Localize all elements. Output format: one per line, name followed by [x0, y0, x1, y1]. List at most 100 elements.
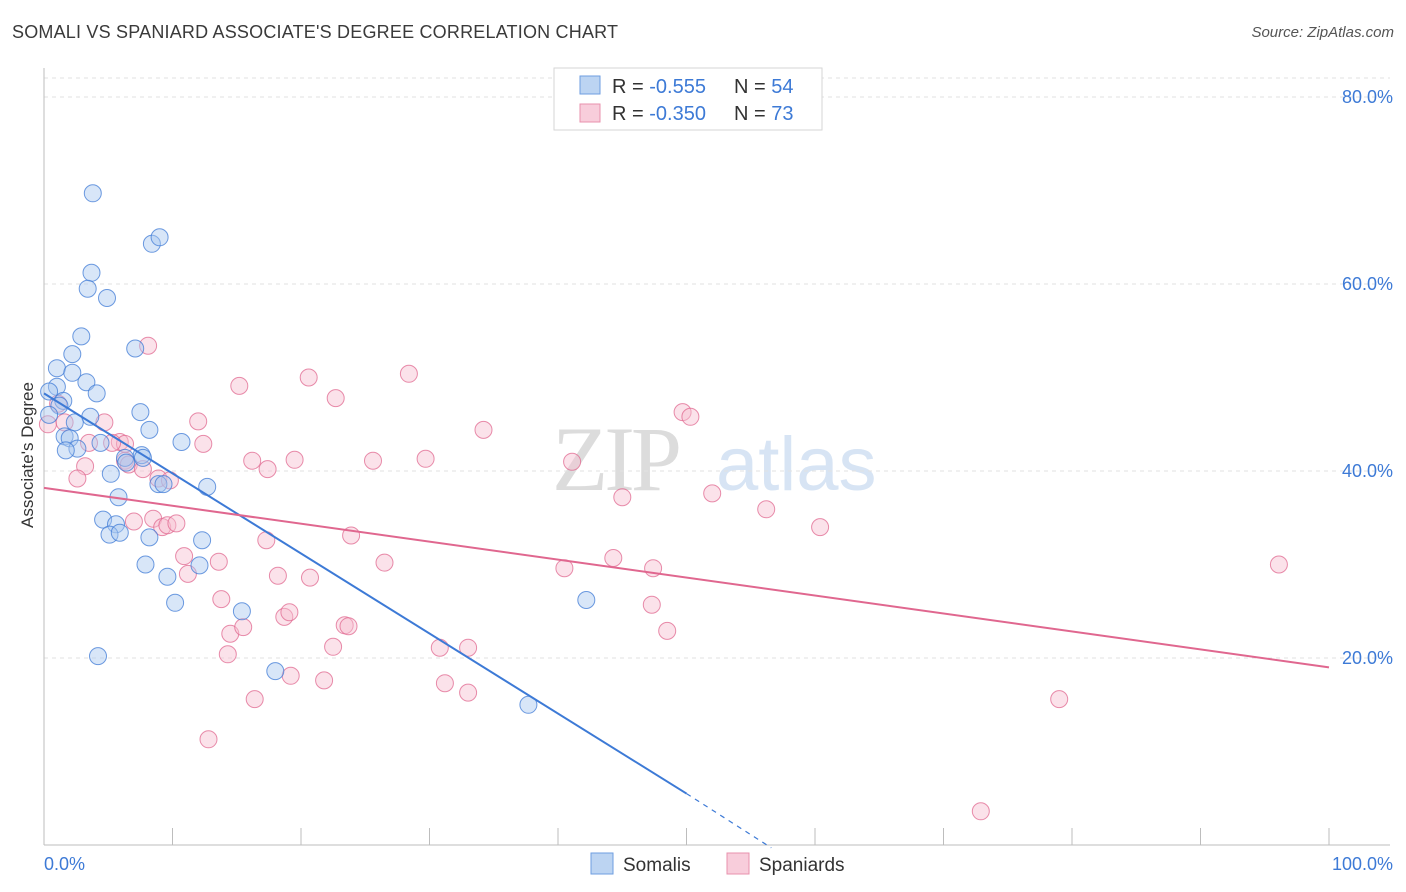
data-point	[435, 674, 454, 693]
data-point	[40, 405, 59, 424]
legend-label-spaniards[interactable]: Spaniards	[759, 855, 845, 876]
data-point	[133, 448, 152, 467]
data-point	[117, 453, 136, 472]
stats-swatch-somalis	[579, 75, 601, 95]
data-point	[40, 382, 59, 401]
legend-label-somalis[interactable]: Somalis	[623, 855, 691, 876]
data-point	[142, 234, 161, 253]
data-point	[399, 364, 418, 383]
data-point	[82, 263, 101, 282]
data-point	[1269, 555, 1288, 574]
data-point	[140, 528, 159, 547]
svg-text:N = 54: N = 54	[734, 76, 794, 98]
data-point	[172, 433, 191, 451]
data-point	[199, 730, 218, 749]
data-point	[642, 595, 661, 614]
data-point	[326, 389, 345, 408]
data-point	[459, 638, 478, 657]
stats-swatch-spaniards	[579, 103, 601, 123]
data-point	[474, 420, 493, 439]
data-point	[166, 593, 185, 612]
data-point	[299, 368, 318, 387]
data-point	[604, 549, 623, 567]
data-point	[258, 460, 277, 479]
data-point	[757, 500, 776, 519]
data-point	[268, 566, 287, 585]
data-point	[193, 531, 212, 550]
svg-text:R = -0.555: R = -0.555	[612, 76, 706, 98]
data-point	[78, 279, 97, 298]
data-point	[136, 555, 155, 574]
source-label: Source: ZipAtlas.com	[1251, 24, 1394, 41]
chart-title: SOMALI VS SPANIARD ASSOCIATE'S DEGREE CO…	[12, 22, 619, 42]
data-point	[189, 412, 208, 431]
stats-spaniards-n-label: N =	[734, 103, 771, 125]
data-point	[110, 523, 129, 542]
data-point	[281, 666, 300, 685]
data-point	[301, 568, 319, 587]
bottom-legend: Somalis Spaniards	[590, 852, 845, 876]
stats-somalis-n-value: 54	[771, 76, 793, 98]
data-point	[459, 683, 478, 702]
trend-line-spaniards	[43, 486, 1330, 669]
data-point	[243, 451, 262, 470]
y-tick-labels: 20.0% 40.0% 60.0% 80.0%	[1342, 87, 1393, 668]
gridlines	[44, 77, 1390, 659]
data-point	[98, 289, 116, 307]
data-point	[149, 475, 168, 494]
data-point	[63, 363, 82, 382]
data-point	[72, 327, 91, 346]
data-point	[60, 429, 79, 448]
stats-spaniards-r-value: -0.350	[649, 103, 706, 125]
svg-text:atlas: atlas	[716, 422, 877, 507]
data-point	[140, 420, 159, 439]
trend-lines	[43, 392, 1330, 849]
data-point	[703, 484, 722, 503]
x-axis-ticks	[43, 828, 1330, 845]
data-point	[232, 602, 251, 621]
data-point	[198, 477, 217, 496]
data-point	[194, 434, 213, 453]
data-point	[190, 556, 209, 575]
y-tick-label: 40.0%	[1342, 461, 1393, 481]
data-point	[324, 637, 343, 656]
data-point	[175, 547, 194, 566]
data-point	[212, 590, 231, 609]
watermark: ZIP atlas	[552, 408, 877, 510]
data-point	[87, 384, 106, 403]
data-point	[91, 433, 110, 452]
data-point	[230, 376, 249, 395]
stats-spaniards-n-value: 73	[771, 103, 793, 125]
trend-line-somalis	[43, 392, 688, 795]
data-point	[126, 339, 145, 358]
svg-text:ZIP: ZIP	[552, 408, 679, 510]
data-point	[1050, 690, 1069, 709]
data-point	[245, 690, 264, 709]
y-tick-label: 20.0%	[1342, 648, 1393, 668]
svg-text:R = -0.350: R = -0.350	[612, 103, 706, 125]
data-point	[101, 464, 120, 483]
data-point	[89, 647, 107, 666]
trend-line-somalis-extension	[686, 793, 772, 849]
data-point	[83, 184, 102, 203]
data-point	[811, 518, 830, 537]
data-point	[577, 591, 596, 609]
data-point	[218, 645, 237, 664]
x-tick-label-min: 0.0%	[44, 854, 85, 874]
data-point	[416, 449, 435, 468]
data-point	[47, 359, 66, 378]
data-point	[266, 662, 285, 681]
series-somalis-points	[40, 184, 596, 714]
y-tick-label: 60.0%	[1342, 274, 1393, 294]
data-point	[167, 514, 186, 533]
legend-swatch-spaniards[interactable]	[726, 852, 750, 875]
data-point	[149, 469, 168, 488]
data-point	[315, 671, 334, 690]
legend-swatch-somalis[interactable]	[590, 852, 614, 875]
data-point	[364, 451, 382, 470]
data-point	[56, 441, 75, 460]
stats-legend: R = -0.555 N = 54 R = -0.350 N = 73	[553, 67, 823, 131]
data-point	[107, 515, 125, 534]
data-point	[68, 469, 87, 488]
data-point	[375, 553, 394, 572]
